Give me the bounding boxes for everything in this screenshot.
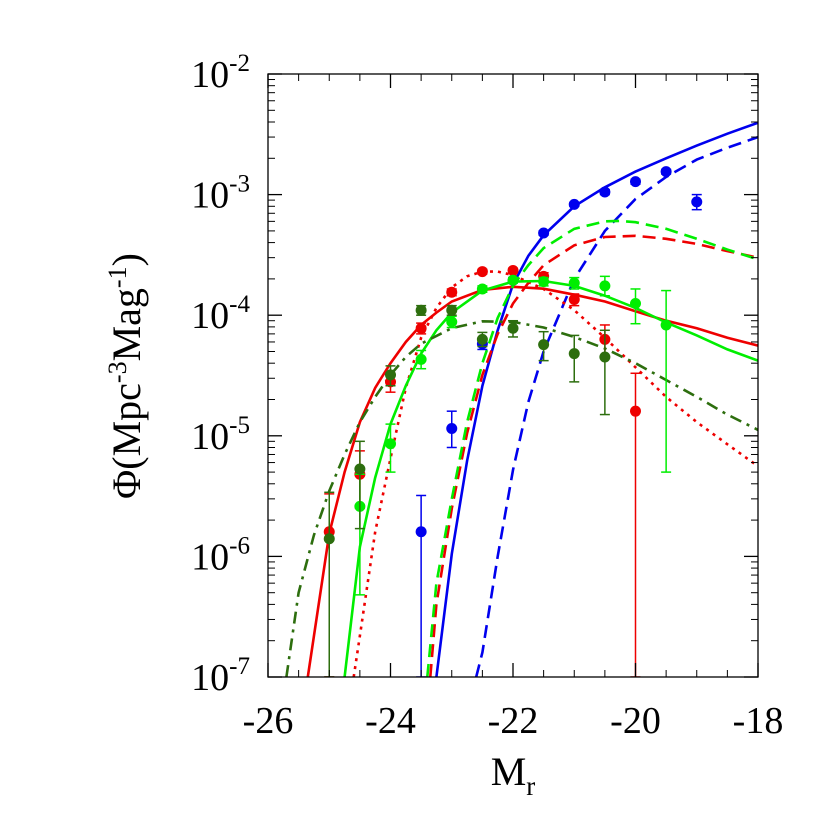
y-tick-label-base: 10 (191, 416, 229, 458)
data-point (385, 369, 396, 381)
y-axis-label-pre: Φ(Mpc (104, 383, 149, 499)
y-axis-label-sup2: -1 (103, 266, 132, 288)
model-curve-10 (426, 219, 758, 677)
data-point (323, 533, 335, 545)
y-axis-label-sup1: -3 (103, 361, 132, 383)
data-point (660, 319, 672, 331)
y-tick-label: 10-3 (191, 171, 250, 217)
y-tick-label-exponent: -5 (229, 412, 250, 439)
x-tick-label: -20 (610, 700, 661, 742)
y-tick-label: 10-6 (191, 532, 250, 578)
data-point (415, 322, 427, 334)
data-point (476, 266, 488, 278)
data-point (446, 316, 458, 328)
x-axis-label-sub: r (526, 771, 535, 801)
series-layer (285, 121, 758, 677)
data-point (630, 176, 641, 188)
data-point (415, 526, 427, 538)
y-tick-label: 10-7 (191, 653, 250, 699)
data-point (385, 438, 396, 450)
data-point (415, 304, 427, 316)
y-tick-label: 10-4 (191, 291, 250, 337)
y-axis-label-post: ) (104, 253, 149, 266)
model-curve-8 (429, 234, 758, 677)
data-point (507, 264, 519, 276)
y-tick-label-exponent: -6 (229, 532, 250, 559)
data-point (568, 293, 580, 305)
y-tick-label-base: 10 (191, 175, 229, 217)
data-point (507, 274, 519, 286)
data-point (415, 353, 427, 365)
y-tick-label-exponent: -7 (229, 653, 250, 680)
y-tick-label: 10-2 (191, 50, 250, 96)
x-tick-label: -18 (733, 700, 784, 742)
data-point (538, 339, 550, 351)
data-point (691, 196, 703, 208)
data-point (630, 298, 641, 310)
data-series-3 (323, 304, 611, 677)
y-tick-label-base: 10 (191, 657, 229, 699)
data-point (538, 227, 550, 239)
data-point (660, 166, 672, 178)
y-axis-label: Φ(Mpc-3Mag-1) (103, 253, 149, 499)
x-axis-label-main: M (491, 749, 527, 794)
y-tick-label-exponent: -2 (229, 50, 250, 77)
data-point (568, 348, 580, 360)
x-tick-label: -22 (488, 700, 539, 742)
data-point (568, 198, 580, 210)
data-point (507, 322, 519, 334)
x-tick-label: -26 (243, 700, 294, 742)
data-point (599, 280, 611, 292)
data-point (476, 333, 488, 345)
y-tick-label-base: 10 (191, 295, 229, 337)
data-point (599, 351, 611, 363)
data-point (476, 283, 488, 295)
data-point (599, 186, 611, 198)
data-point (446, 304, 458, 316)
data-point (354, 463, 366, 475)
y-tick-label: 10-5 (191, 412, 250, 458)
y-axis-label-mid: Mag (104, 288, 149, 361)
data-point (568, 277, 580, 289)
data-point (446, 422, 458, 434)
x-axis-label: Mr (491, 749, 536, 801)
data-point (446, 286, 458, 298)
x-tick-label: -24 (365, 700, 416, 742)
y-tick-label-base: 10 (191, 536, 229, 578)
y-tick-label-exponent: -4 (229, 291, 250, 318)
y-tick-label-exponent: -3 (229, 171, 250, 198)
data-point (630, 405, 641, 417)
y-tick-label-base: 10 (191, 54, 229, 96)
data-point (538, 276, 550, 288)
